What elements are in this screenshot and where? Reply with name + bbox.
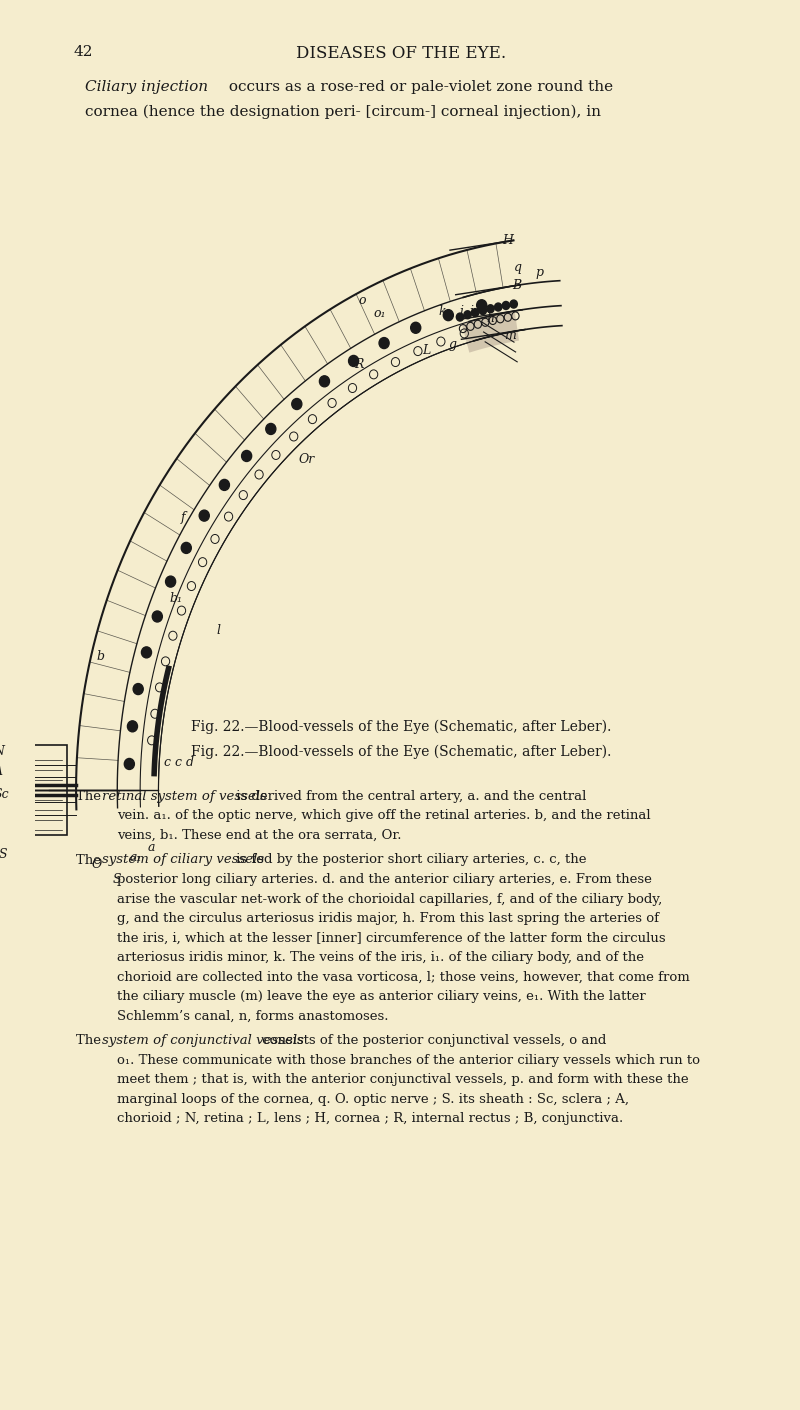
Text: l: l xyxy=(216,623,220,637)
Text: S: S xyxy=(0,849,7,862)
Text: q: q xyxy=(514,261,522,274)
Text: meet them ; that is, with the anterior conjunctival vessels, p. and form with th: meet them ; that is, with the anterior c… xyxy=(118,1073,689,1086)
Text: marginal loops of the cornea, q. O. optic nerve ; S. its sheath : Sc, sclera ; A: marginal loops of the cornea, q. O. opti… xyxy=(118,1093,630,1105)
Circle shape xyxy=(182,543,191,553)
Text: chorioid ; N, retina ; L, lens ; H, cornea ; R, internal rectus ; B, conjunctiva: chorioid ; N, retina ; L, lens ; H, corn… xyxy=(118,1112,623,1125)
Text: o₁. These communicate with those branches of the anterior ciliary vessels which : o₁. These communicate with those branche… xyxy=(118,1053,700,1066)
Circle shape xyxy=(199,510,210,522)
Circle shape xyxy=(349,355,358,367)
Circle shape xyxy=(319,376,330,386)
Text: i₁: i₁ xyxy=(470,306,478,319)
Circle shape xyxy=(242,450,252,461)
Text: p: p xyxy=(536,266,544,279)
Text: B: B xyxy=(512,279,521,292)
Text: f: f xyxy=(181,512,186,525)
Text: arteriosus iridis minor, k. The veins of the iris, i₁. of the ciliary body, and : arteriosus iridis minor, k. The veins of… xyxy=(118,950,644,964)
Text: a₁: a₁ xyxy=(130,852,142,864)
Text: veins, b₁. These end at the ora serrata, Or.: veins, b₁. These end at the ora serrata,… xyxy=(118,829,402,842)
Text: S: S xyxy=(113,874,122,887)
Circle shape xyxy=(443,310,454,320)
Text: Ciliary injection: Ciliary injection xyxy=(86,80,208,94)
Text: system of conjunctival vessels: system of conjunctival vessels xyxy=(102,1034,303,1048)
Text: arise the vascular net-work of the chorioidal capillaries, f, and of the ciliary: arise the vascular net-work of the chori… xyxy=(118,893,662,905)
Circle shape xyxy=(487,305,494,313)
Circle shape xyxy=(410,323,421,333)
Text: R: R xyxy=(354,358,364,371)
Text: posterior long ciliary arteries. d. and the anterior ciliary arteries, e. From t: posterior long ciliary arteries. d. and … xyxy=(118,873,652,885)
Text: H: H xyxy=(502,234,513,247)
Text: b: b xyxy=(97,650,105,663)
Circle shape xyxy=(152,611,162,622)
Text: occurs as a rose-red or pale-violet zone round the: occurs as a rose-red or pale-violet zone… xyxy=(224,80,614,94)
Text: i: i xyxy=(459,306,463,319)
Text: 42: 42 xyxy=(74,45,93,59)
Circle shape xyxy=(292,399,302,409)
Text: vein. a₁. of the optic nerve, which give off the retinal arteries. b, and the re: vein. a₁. of the optic nerve, which give… xyxy=(118,809,651,822)
Text: Fig. 22.—Blood-vessels of the Eye (Schematic, after Leber).: Fig. 22.—Blood-vessels of the Eye (Schem… xyxy=(191,744,611,760)
Bar xyxy=(0,744,67,835)
Text: b₁: b₁ xyxy=(170,592,182,605)
Text: m: m xyxy=(505,329,516,343)
Text: The: The xyxy=(76,1034,106,1048)
Circle shape xyxy=(219,479,230,491)
Text: o: o xyxy=(358,295,366,307)
Text: Fig. 22.—Blood-vessels of the Eye (Schematic, after Leber).: Fig. 22.—Blood-vessels of the Eye (Schem… xyxy=(191,721,611,735)
Text: retinal system of vessels: retinal system of vessels xyxy=(102,790,266,804)
Circle shape xyxy=(494,303,502,312)
Circle shape xyxy=(464,310,471,319)
Text: a: a xyxy=(147,842,155,854)
Circle shape xyxy=(479,306,486,314)
Circle shape xyxy=(133,684,143,695)
Text: system of ciliary vessels: system of ciliary vessels xyxy=(102,853,264,867)
Circle shape xyxy=(471,309,479,317)
Text: L: L xyxy=(422,344,430,357)
Circle shape xyxy=(142,647,151,658)
Text: the iris, i, which at the lesser [inner] circumference of the latter form the ci: the iris, i, which at the lesser [inner]… xyxy=(118,932,666,945)
Circle shape xyxy=(379,337,389,348)
Text: cornea (hence the designation peri- [circum-] corneal injection), in: cornea (hence the designation peri- [cir… xyxy=(86,104,602,120)
Text: chorioid are collected into the vasa vorticosa, l; those veins, however, that co: chorioid are collected into the vasa vor… xyxy=(118,970,690,984)
Circle shape xyxy=(456,313,464,321)
Text: g, and the circulus arteriosus iridis major, h. From this last spring the arteri: g, and the circulus arteriosus iridis ma… xyxy=(118,912,659,925)
Circle shape xyxy=(124,759,134,770)
Circle shape xyxy=(127,721,138,732)
Text: consists of the posterior conjunctival vessels, o and: consists of the posterior conjunctival v… xyxy=(258,1034,606,1048)
Circle shape xyxy=(477,300,486,310)
Text: o₁: o₁ xyxy=(374,307,386,320)
Circle shape xyxy=(502,302,510,309)
Text: g: g xyxy=(449,338,457,351)
Text: Or: Or xyxy=(298,453,314,467)
Circle shape xyxy=(266,423,276,434)
Text: k: k xyxy=(439,306,446,319)
Text: The: The xyxy=(76,790,106,804)
Text: DISEASES OF THE EYE.: DISEASES OF THE EYE. xyxy=(296,45,506,62)
Circle shape xyxy=(510,300,518,307)
Circle shape xyxy=(166,577,176,587)
Text: A: A xyxy=(0,766,2,778)
Text: is derived from the central artery, a. and the central: is derived from the central artery, a. a… xyxy=(232,790,586,804)
Text: c c d: c c d xyxy=(164,756,194,770)
Text: Schlemm’s canal, n, forms anastomoses.: Schlemm’s canal, n, forms anastomoses. xyxy=(118,1010,389,1022)
Text: N: N xyxy=(0,746,5,759)
Polygon shape xyxy=(462,312,519,352)
Text: O: O xyxy=(91,859,102,871)
Text: is fed by the posterior short ciliary arteries, c. c, the: is fed by the posterior short ciliary ar… xyxy=(232,853,586,867)
Text: the ciliary muscle (m) leave the eye as anterior ciliary veins, e₁. With the lat: the ciliary muscle (m) leave the eye as … xyxy=(118,990,646,1003)
Text: Sc: Sc xyxy=(0,788,10,801)
Text: h: h xyxy=(486,313,494,326)
Text: The: The xyxy=(76,853,106,867)
